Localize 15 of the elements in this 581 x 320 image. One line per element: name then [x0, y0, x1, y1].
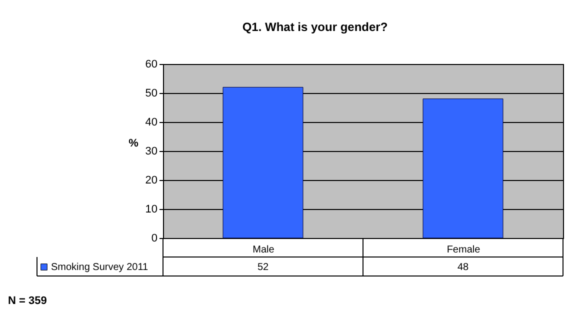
x-tick-label: Male: [252, 244, 275, 256]
y-axis-title: %: [128, 138, 139, 150]
data-label: 48: [457, 262, 469, 273]
y-tick-label: 30: [145, 146, 158, 158]
y-tick-label: 10: [145, 204, 158, 216]
text: N = 359: [8, 295, 47, 307]
y-tick-label: 20: [145, 174, 158, 186]
y-tick-label: 0: [151, 232, 158, 244]
y-tick-label: 50: [145, 88, 158, 100]
x-tick-label: Female: [446, 244, 481, 256]
y-tick-label: 40: [145, 116, 158, 128]
data-label: 52: [257, 262, 269, 273]
chart-title: Q1. What is your gender?: [242, 20, 388, 34]
legend-label: Smoking Survey 2011: [51, 262, 149, 273]
y-tick-label: 60: [145, 58, 158, 70]
